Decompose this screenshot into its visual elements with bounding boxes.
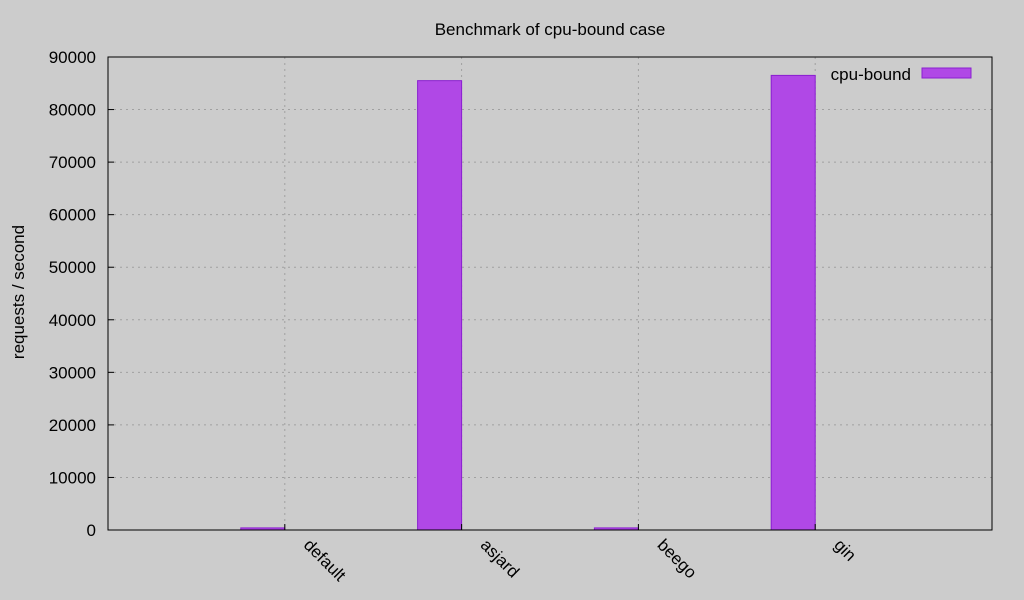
- legend-label: cpu-bound: [831, 65, 911, 84]
- y-tick-label: 60000: [49, 206, 96, 225]
- axes: [107, 56, 993, 531]
- y-tick-labels: 0 10000 20000 30000 40000 50000 60000 70000 8000…: [49, 48, 96, 540]
- bar-gin: [770, 74, 816, 531]
- bars: [240, 74, 816, 531]
- x-tick-label: asjard: [477, 535, 523, 581]
- y-tick-label: 80000: [49, 101, 96, 120]
- legend-swatch: [921, 67, 972, 79]
- x-tick-label: gin: [830, 535, 859, 564]
- y-tick-label: 50000: [49, 258, 96, 277]
- bar-asjard: [417, 80, 463, 531]
- x-tick-label: beego: [654, 535, 701, 582]
- legend: cpu-bound: [831, 65, 972, 84]
- y-tick-label: 30000: [49, 363, 96, 382]
- plot-frame: [107, 56, 993, 531]
- y-axis-label: requests / second: [9, 225, 28, 359]
- y-tick-label: 10000: [49, 468, 96, 487]
- grid: [108, 56, 992, 530]
- y-tick-label: 20000: [49, 416, 96, 435]
- y-tick-label: 0: [87, 521, 96, 540]
- y-tick-label: 40000: [49, 311, 96, 330]
- chart-title: Benchmark of cpu-bound case: [435, 20, 666, 39]
- x-tick-label: default: [300, 535, 350, 585]
- y-tick-label: 70000: [49, 153, 96, 172]
- y-tick-label: 90000: [49, 48, 96, 67]
- x-tick-labels: default asjard beego gin: [300, 535, 860, 585]
